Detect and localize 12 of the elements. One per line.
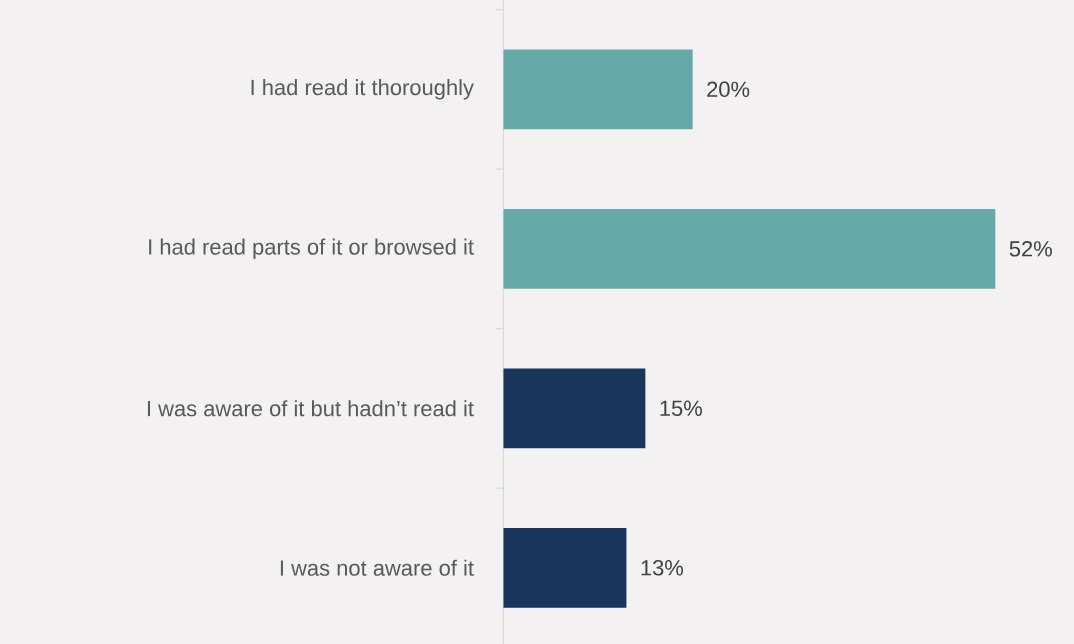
bar xyxy=(503,208,996,289)
y-tick-label: I had read parts of it or browsed it xyxy=(149,238,474,259)
data-label: 13% xyxy=(641,559,684,576)
y-tick-label: I had read it thoroughly xyxy=(251,78,474,100)
y-tick-label: I was aware of it but hadn’t read it xyxy=(147,400,474,417)
y-tick-label: I was not aware of it xyxy=(280,559,474,576)
data-label: 52% xyxy=(1009,240,1052,257)
bar xyxy=(503,49,693,130)
bar xyxy=(503,368,646,449)
data-label: 20% xyxy=(707,81,750,97)
bar xyxy=(503,527,627,608)
data-label: 15% xyxy=(660,400,702,416)
